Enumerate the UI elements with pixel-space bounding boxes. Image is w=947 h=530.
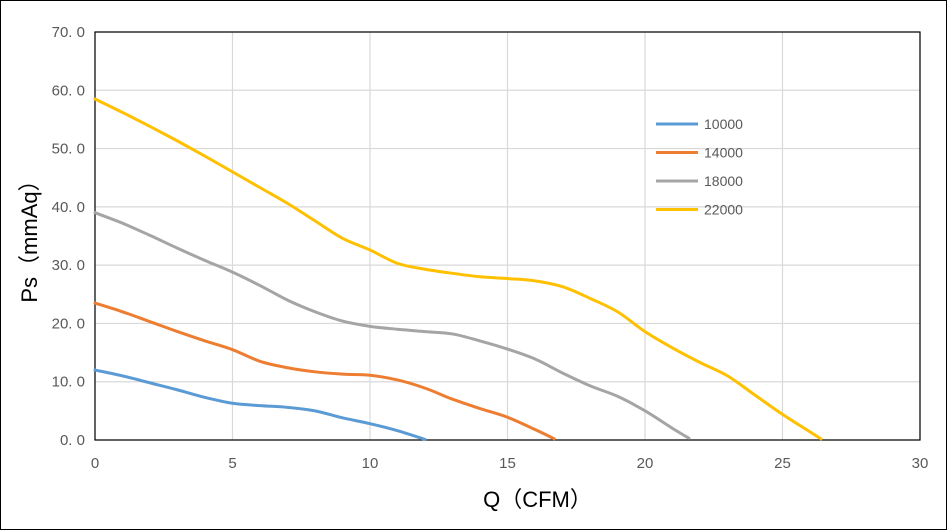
y-tick-label: 50. 0 <box>52 141 85 158</box>
y-tick-label: 30. 0 <box>52 257 85 274</box>
series-line-18000 <box>93 211 691 440</box>
y-tick-label: 70. 0 <box>52 24 85 41</box>
series-lines <box>93 97 823 441</box>
plot-area-border <box>94 31 921 441</box>
y-tick-label: 60. 0 <box>52 82 85 99</box>
y-tick-label: 0. 0 <box>60 432 85 449</box>
y-axis-title: Ps（mmAq） <box>17 169 42 302</box>
x-axis-title: Q（CFM） <box>483 487 592 512</box>
legend-label: 10000 <box>704 116 743 132</box>
legend-label: 22000 <box>704 202 743 218</box>
series-line-22000 <box>93 97 823 441</box>
legend-label: 18000 <box>704 173 743 189</box>
legend: 10000 14000 18000 22000 <box>656 116 743 218</box>
x-tick-label: 15 <box>499 455 516 472</box>
y-tick-label: 10. 0 <box>52 374 85 391</box>
x-tick-label: 5 <box>228 455 236 472</box>
y-tick-label: 40. 0 <box>52 199 85 216</box>
series-line-14000 <box>93 301 556 441</box>
grid-lines <box>94 31 921 441</box>
x-tick-label: 20 <box>637 455 654 472</box>
x-tick-label: 0 <box>91 455 99 472</box>
tick-labels: 0 5 10 15 20 25 30 0. 0 10. 0 20. 0 30. 0 40. 0 50. … <box>52 24 929 472</box>
legend-label: 14000 <box>704 145 743 161</box>
x-tick-label: 30 <box>912 455 929 472</box>
series-line-10000 <box>93 368 427 441</box>
x-tick-label: 10 <box>362 455 379 472</box>
y-tick-label: 20. 0 <box>52 315 85 332</box>
x-tick-label: 25 <box>774 455 791 472</box>
